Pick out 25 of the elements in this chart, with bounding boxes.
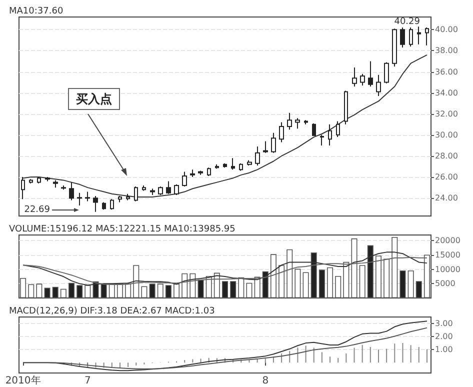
y-tick-label: 38.00: [435, 46, 458, 56]
annotation: 22.69: [24, 205, 50, 215]
y-tick-label: 40.00: [435, 25, 458, 34]
annotation: 40.29: [394, 17, 420, 27]
y-tick-label: 34.00: [435, 88, 458, 98]
annotation: 买入点: [76, 92, 112, 106]
y-tick-label: 30.00: [435, 130, 458, 140]
y-tick-label: 26.00: [435, 172, 458, 182]
x-tick-label: 7: [84, 376, 91, 386]
y-tick-label: 32.00: [435, 109, 458, 118]
y-tick-label: 15000: [435, 250, 460, 260]
y-tick-label: 2.00: [435, 332, 453, 342]
x-tick-label: 2010年: [5, 374, 41, 386]
y-tick-label: 1.00: [435, 345, 453, 354]
y-tick-label: 10000: [435, 264, 460, 274]
y-tick-label: 24.00: [435, 194, 458, 203]
y-tick-label: 28.00: [435, 151, 458, 160]
x-tick-label: 8: [262, 376, 269, 386]
chart-title: MACD(12,26,9) DIF:3.18 DEA:2.67 MACD:1.03: [9, 306, 215, 316]
chart-title: MA10:37.60: [9, 6, 64, 16]
y-tick-label: 3.00: [435, 319, 453, 328]
y-tick-label: 36.00: [435, 67, 458, 76]
y-tick-label: 5000: [435, 279, 456, 288]
chart-title: VOLUME:15196.12 MA5:12221.15 MA10:13985.95: [9, 224, 236, 234]
y-tick-label: 20000: [435, 236, 460, 246]
